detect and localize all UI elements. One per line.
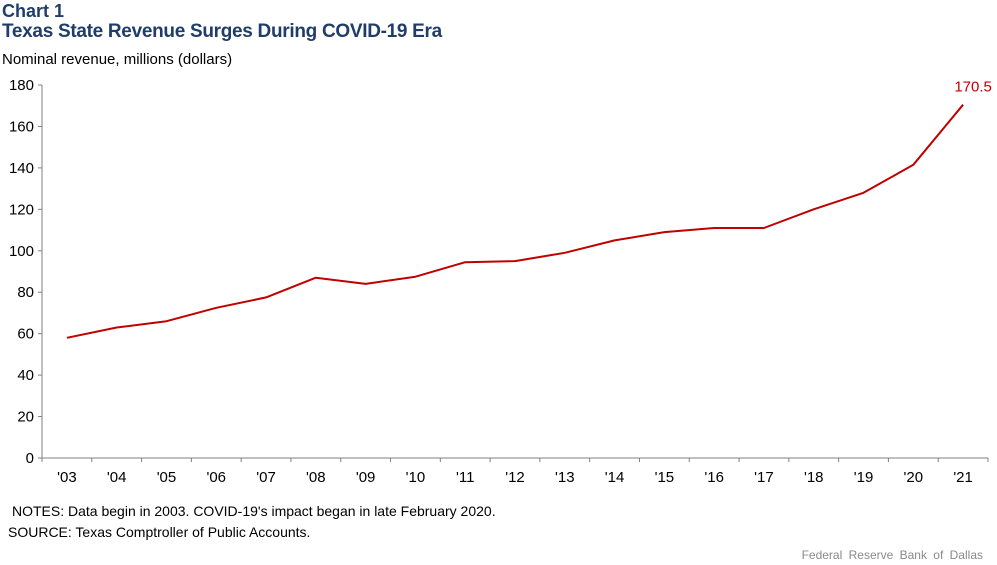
x-tick-label: '18 bbox=[804, 469, 824, 486]
chart-number: Chart 1 bbox=[2, 1, 65, 21]
x-tick-label: '11 bbox=[456, 469, 474, 486]
x-tick-label: '09 bbox=[356, 469, 376, 486]
x-tick-label: '12 bbox=[505, 469, 525, 486]
x-axis-ticks: '03 '04 '05 '06 '07 '08 '09 '10 '11 '12 '13 '14 '15 '… bbox=[41, 458, 989, 486]
revenue-line bbox=[66, 104, 964, 339]
x-tick-label: '10 bbox=[406, 469, 426, 486]
x-tick-label: '19 bbox=[854, 469, 874, 486]
chart-title: Texas State Revenue Surges During COVID-… bbox=[2, 21, 442, 42]
chart-notes: NOTES: Data begin in 2003. COVID-19's im… bbox=[12, 503, 496, 519]
y-tick-label: 60 bbox=[17, 326, 34, 343]
y-tick-label: 40 bbox=[17, 367, 34, 384]
x-tick-label: '03 bbox=[57, 469, 77, 486]
x-tick-label: '13 bbox=[555, 469, 575, 486]
end-value-label: 170.5 bbox=[954, 79, 992, 96]
x-tick-label: '06 bbox=[206, 469, 226, 486]
x-tick-label: '17 bbox=[754, 469, 774, 486]
x-tick-label: '14 bbox=[605, 469, 625, 486]
y-tick-label: 160 bbox=[9, 118, 34, 135]
y-tick-label: 140 bbox=[9, 160, 34, 177]
x-tick-label: '20 bbox=[904, 469, 924, 486]
y-axis-ticks: 0 20 40 60 80 100 120 140 160 180 bbox=[9, 77, 42, 467]
x-tick-label: '15 bbox=[655, 469, 675, 486]
series-group: 170.5 bbox=[66, 79, 992, 339]
axes bbox=[41, 85, 988, 459]
y-axis-unit-label: Nominal revenue, millions (dollars) bbox=[2, 51, 233, 68]
x-tick-label: '21 bbox=[953, 469, 973, 486]
y-tick-label: 80 bbox=[17, 284, 34, 301]
y-tick-label: 180 bbox=[9, 77, 34, 94]
y-tick-label: 120 bbox=[9, 201, 34, 218]
y-tick-label: 0 bbox=[26, 450, 34, 467]
y-tick-label: 100 bbox=[9, 243, 34, 260]
x-tick-label: '08 bbox=[306, 469, 326, 486]
x-tick-label: '04 bbox=[107, 469, 127, 486]
x-tick-label: '07 bbox=[256, 469, 276, 486]
chart-source: SOURCE: Texas Comptroller of Public Acco… bbox=[8, 524, 311, 540]
x-tick-label: '16 bbox=[704, 469, 724, 486]
chart-credit: Federal Reserve Bank of Dallas bbox=[801, 548, 983, 562]
x-tick-label: '05 bbox=[157, 469, 177, 486]
y-tick-label: 20 bbox=[17, 409, 34, 426]
